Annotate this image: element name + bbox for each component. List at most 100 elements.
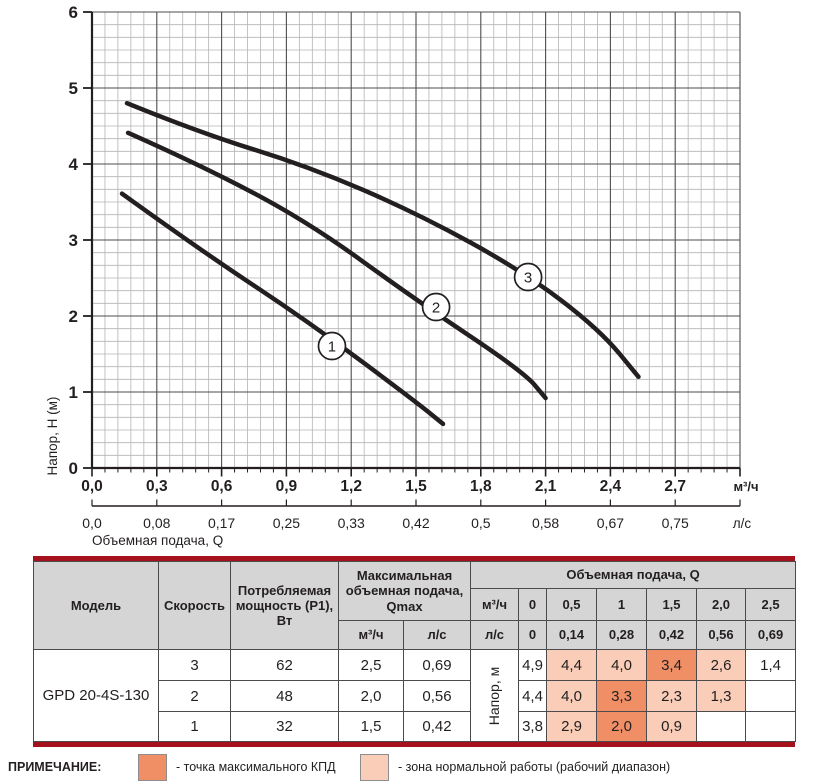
head-value-cell: 2,6 [696,649,746,681]
note-title: ПРИМЕЧАНИЕ: [8,760,102,774]
power-cell: 62 [230,649,339,681]
flow-q-value: 1,5 [646,588,697,621]
y-tick-label: 1 [69,383,78,402]
qmax-ls-cell: 0,69 [403,649,471,681]
y-tick-label: 6 [69,3,78,22]
x-tick-label-m3h: 2,4 [600,478,622,495]
x-tick-label-m3h: 0,9 [276,478,298,495]
y-tick-label: 5 [69,79,78,98]
x-tick-label-ls: 0,67 [597,515,624,531]
head-unit-label: Напор, м [486,666,503,725]
speed-cell: 1 [158,711,231,742]
head-value-cell: 1,3 [696,680,746,712]
curve-badge-circle-1 [317,331,347,361]
x-tick-label-ls: 0,42 [402,515,429,531]
pump-curve-2 [125,130,548,401]
x-tick-label-ls: 0,58 [532,515,559,531]
pump-curve-3 [124,100,641,380]
head-value-cell: 0,9 [646,711,697,742]
qmax-unit-ls: л/с [403,620,471,650]
power-cell: 48 [230,680,339,712]
flow-q-value-ls: 0 [518,620,547,650]
x-tick-label-ls: 0,08 [143,515,170,531]
y-tick-label: 0 [69,459,78,478]
x-tick-label-m3h: 1,2 [340,478,362,495]
curve-badge-label-2: 2 [432,300,440,317]
flow-unit-ls: л/с [470,620,519,650]
model-name-cell: GPD 20-4S-130 [33,649,159,742]
qmax-ls-cell: 0,56 [403,680,471,712]
head-value-cell: 1,4 [744,649,797,681]
x-scale-m3h: 0,0 0,3 0,6 0,9 1,2 1,5 1,8 2,1 2,4 2,7 м³/ч [81,478,758,495]
curve-badge-label-3: 3 [524,270,532,287]
x-tick-label-ls: 0,33 [338,515,365,531]
curve-badge-label-1: 1 [328,339,336,356]
grid [91,11,741,469]
x-axis-title: Объемная подача, Q [92,533,223,548]
head-value-cell [744,711,797,742]
flow-q-value: 0,5 [546,588,597,621]
normal-zone-label: - зона нормальной работы (рабочий диапаз… [398,760,671,774]
normal-zone-swatch [360,754,389,781]
speed-cell: 2 [158,680,231,712]
head-value-cell: 2,9 [546,711,597,742]
head-value-cell: 3,8 [518,711,547,742]
flow-q-value-ls: 0,69 [744,620,797,650]
head-value-cell: 2,0 [596,711,647,742]
curve-badges: 1 2 3 [317,262,543,361]
col-header-model: Модель [33,561,159,650]
flow-q-value: 2,5 [744,588,797,621]
table-bottom-accent-bar [33,742,795,747]
qmax-ls-cell: 0,42 [403,711,471,742]
x-tick-label-ls: 0,75 [662,515,689,531]
qmax-m3h-cell: 1,5 [338,711,404,742]
x-tick-label-ls: 0,17 [208,515,235,531]
x-tick-label-m3h: 1,8 [470,478,492,495]
pump-spec-table: Модель Скорость Потребляемая мощность (P… [33,561,797,742]
x-tick-label-ls: 0,0 [82,515,102,531]
x-tick-label-m3h: 0,0 [81,478,103,495]
head-value-cell: 4,4 [518,680,547,712]
qmax-m3h-cell: 2,5 [338,649,404,681]
col-header-flow: Объемная подача, Q [469,561,797,589]
head-value-cell: 3,4 [646,649,697,681]
table-top-accent-bar [33,556,795,561]
x-tick-label-m3h: 0,3 [146,478,168,495]
pump-curve-1 [119,191,446,427]
x-tick-label-ls: 0,25 [273,515,300,531]
flow-unit-m3h: м³/ч [470,588,519,621]
y-tick-label: 4 [69,155,79,174]
head-axis-cell: Напор, м [470,649,519,742]
flow-q-value: 0 [518,588,547,621]
col-header-power: Потребляемая мощность (P1), Вт [230,561,339,650]
y-tick-label: 2 [69,307,78,326]
flow-q-value-ls: 0,14 [546,620,597,650]
x-tick-label-m3h: 2,1 [535,478,557,495]
head-value-cell: 2,3 [646,680,697,712]
head-value-cell: 4,0 [596,649,647,681]
flow-q-value-ls: 0,28 [596,620,647,650]
x-tick-label-m3h: 0,6 [211,478,233,495]
col-header-qmax: Максимальная объемная подача, Qmax [338,561,471,621]
pump-curves [119,100,641,427]
x-tick-label-m3h: 2,7 [664,478,686,495]
head-value-cell [744,680,797,712]
axes: 6 5 4 3 2 1 0 [69,3,741,478]
y-tick-label: 3 [69,231,78,250]
x-unit-ls: л/с [733,516,752,531]
note-legend: ПРИМЕЧАНИЕ: - точка максимального КПД - … [0,752,822,784]
head-value-cell: 3,3 [596,680,647,712]
max-efficiency-label: - точка максимального КПД [176,760,336,774]
flow-q-value: 1 [596,588,647,621]
max-efficiency-swatch [138,754,167,781]
col-header-speed: Скорость [158,561,231,650]
qmax-m3h-cell: 2,0 [338,680,404,712]
head-value-cell: 4,0 [546,680,597,712]
x-tick-label-m3h: 1,5 [405,478,427,495]
head-value-cell: 4,4 [546,649,597,681]
curve-badge-circle-2 [421,292,451,322]
power-cell: 32 [230,711,339,742]
x-scale-ls: 0,0 0,08 0,17 0,25 0,33 0,42 0,5 0,58 0,67 0,75 л/… [82,499,752,531]
